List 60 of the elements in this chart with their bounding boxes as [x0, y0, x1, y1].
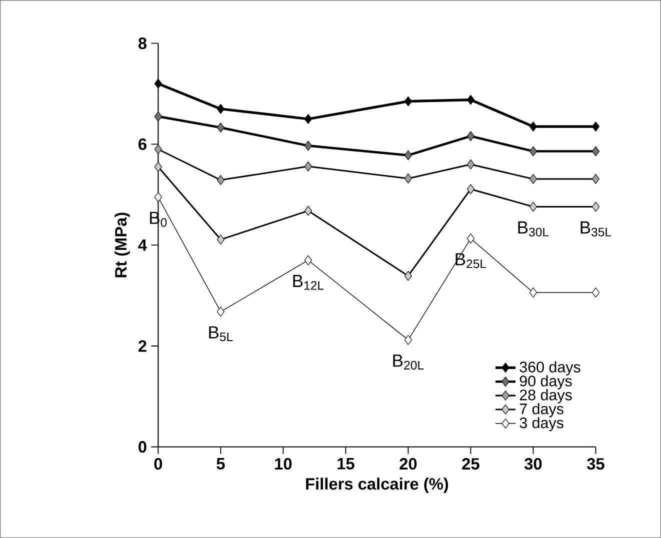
point [529, 146, 538, 156]
point [466, 184, 475, 194]
point [466, 159, 475, 170]
y-tick-label: 6 [138, 138, 146, 150]
point [216, 234, 224, 244]
y-axis-title: Rt (MPa) [114, 212, 130, 278]
legend-label: 90 days [520, 375, 572, 390]
x-tick-label: 5 [216, 458, 225, 470]
x-tick-label: 10 [275, 458, 292, 470]
annotation: B$_{12L}$ [293, 274, 324, 290]
point [466, 233, 475, 244]
x-tick-label: 15 [338, 458, 354, 470]
point [216, 104, 224, 114]
point [154, 144, 162, 154]
annotation: B$_{30L}$ [518, 221, 549, 236]
x-tick-label: 35 [586, 458, 604, 470]
point [592, 146, 600, 156]
y-tick-label: 8 [138, 37, 147, 50]
annotation: B$_{35L}$ [580, 221, 612, 236]
point [592, 202, 600, 212]
point [154, 192, 162, 202]
x-tick-label: 30 [524, 458, 542, 470]
point [216, 122, 224, 132]
legend-label: 7 days [520, 403, 564, 418]
point [304, 114, 312, 124]
point [529, 287, 538, 298]
annotation: B$_{20L}$ [393, 354, 424, 370]
point [592, 174, 600, 184]
y-tick-label: 0 [138, 440, 146, 453]
legend-label: 28 days [520, 389, 572, 404]
point [592, 122, 600, 132]
point [304, 255, 312, 266]
point [216, 306, 224, 317]
x-tick-label: 0 [154, 458, 162, 470]
y-tick-label: 4 [138, 239, 147, 251]
point [529, 174, 538, 184]
y-tick-label: 2 [138, 340, 146, 352]
x-axis-title: Fillers calcaire (%) [306, 478, 448, 493]
point [216, 174, 224, 185]
point [404, 334, 412, 345]
point [466, 131, 475, 142]
point [592, 287, 600, 298]
x-tick-label: 20 [400, 458, 417, 470]
point [154, 162, 162, 172]
point [154, 78, 162, 89]
point [529, 122, 538, 132]
annotation: B$_{5L}$ [209, 326, 233, 342]
point [404, 96, 412, 106]
x-tick-label: 25 [462, 458, 480, 470]
point [529, 202, 538, 212]
legend-label: 3 days [520, 417, 564, 432]
legend-label: 360 days [520, 361, 580, 376]
point [304, 140, 312, 151]
point [404, 173, 412, 184]
point [154, 111, 162, 122]
point [404, 270, 412, 281]
point [466, 94, 475, 105]
point [404, 150, 412, 160]
point [304, 161, 312, 172]
point [304, 206, 312, 216]
